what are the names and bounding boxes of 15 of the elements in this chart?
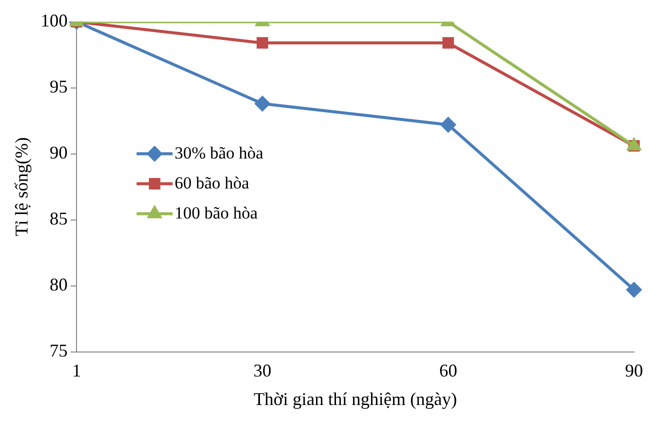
x-tick-label: 60 [439,360,458,380]
legend-label: 30% bão hòa [174,143,264,162]
legend-label: 100 bão hòa [174,203,258,222]
legend-label: 60 bão hòa [174,173,250,192]
x-tick-label: 90 [625,360,643,380]
y-tick-label: 80 [50,274,68,295]
y-tick-label: 100 [40,10,68,31]
x-tick-label: 1 [72,360,82,380]
y-tick-label: 95 [50,76,68,97]
y-axis-title: Tỉ lệ sống(%) [12,137,32,236]
y-tick-label: 85 [50,208,68,229]
y-tick-label: 75 [50,340,68,361]
y-tick-label: 90 [50,142,68,163]
x-axis-title: Thời gian thí nghiệm (ngày) [254,388,458,409]
x-tick-label: 30 [253,360,272,380]
